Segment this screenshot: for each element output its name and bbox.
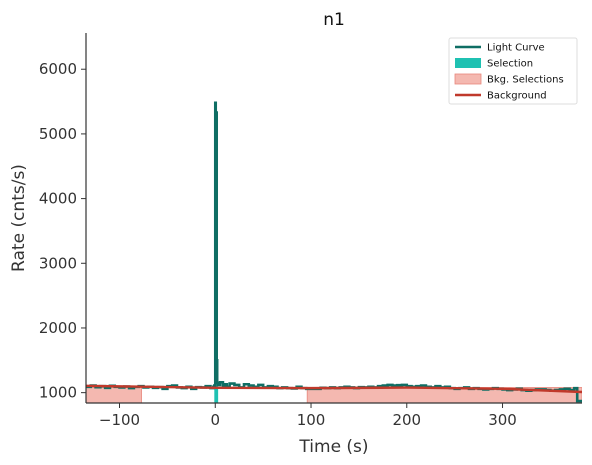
- axes: −100 0 100 200 300 1000 2000 3000 4000 5000 6000: [39, 33, 582, 429]
- y-tick-label: 5000: [39, 125, 77, 143]
- light-curve-line: [86, 101, 582, 403]
- plot-clip: [86, 101, 582, 403]
- x-axis-label: Time (s): [298, 437, 368, 457]
- plot-area: [86, 101, 582, 403]
- legend-swatch: [454, 73, 482, 85]
- legend-label: Light Curve: [487, 43, 545, 54]
- legend-box: [448, 37, 578, 105]
- x-tick-label: 200: [392, 411, 421, 429]
- x-tick-label: −100: [99, 411, 140, 429]
- x-tick-label: 100: [297, 411, 326, 429]
- legend-swatch: [455, 58, 481, 68]
- y-tick-label: 2000: [39, 319, 77, 337]
- bkg-selection-0: [86, 387, 142, 403]
- chart-title: n1: [323, 10, 345, 30]
- y-tick-label: 6000: [39, 60, 77, 78]
- x-tick-label: 300: [488, 411, 517, 429]
- legend-label: Background: [487, 91, 547, 102]
- legend-label: Bkg. Selections: [487, 75, 564, 86]
- y-tick-label: 4000: [39, 190, 77, 208]
- x-tick-label: 0: [210, 411, 220, 429]
- y-tick-label: 1000: [39, 384, 77, 402]
- y-tick-label: 3000: [39, 254, 77, 272]
- legend: Light Curve Selection Bkg. Selections Backg…: [448, 37, 578, 105]
- legend-label: Selection: [487, 59, 533, 70]
- y-axis-label: Rate (cnts/s): [9, 164, 29, 272]
- background-line: [86, 384, 582, 394]
